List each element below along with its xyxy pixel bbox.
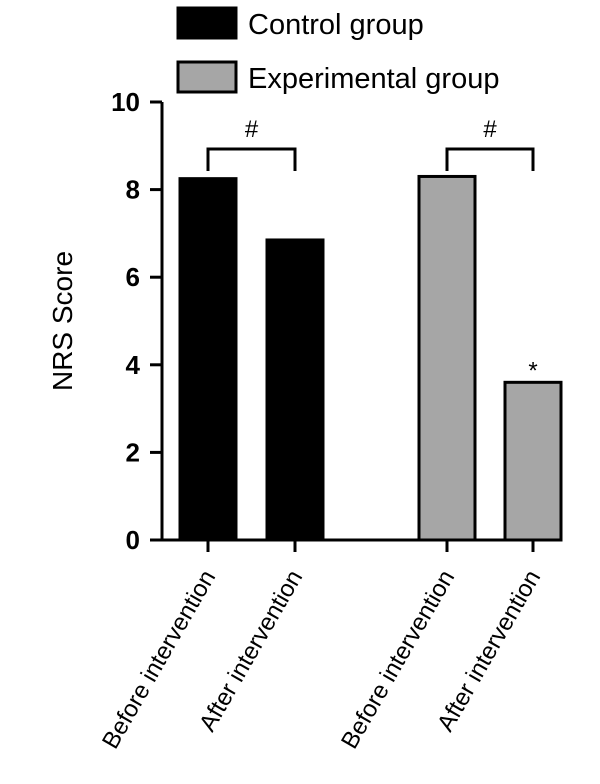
bar: [265, 238, 325, 542]
bar: [178, 177, 238, 542]
y-tick-label: 6: [126, 262, 140, 292]
significance-bracket: [206, 147, 297, 171]
y-tick-label: 4: [126, 350, 141, 380]
legend-swatch: [176, 60, 238, 94]
significance-mark: #: [483, 116, 497, 143]
y-tick-label: 2: [126, 437, 140, 467]
y-tick-label: 10: [111, 87, 140, 117]
bar: [417, 174, 477, 542]
legend-swatch: [176, 6, 238, 40]
significance-mark: *: [528, 357, 537, 384]
y-tick-label: 8: [126, 175, 140, 205]
legend-label: Experimental group: [248, 63, 499, 95]
legend-label: Control group: [248, 9, 424, 41]
significance-mark: #: [245, 116, 259, 143]
significance-bracket: [445, 147, 535, 171]
bar: [503, 380, 563, 542]
y-tick-label: 0: [126, 525, 140, 555]
y-axis-title: NRS Score: [47, 251, 78, 391]
